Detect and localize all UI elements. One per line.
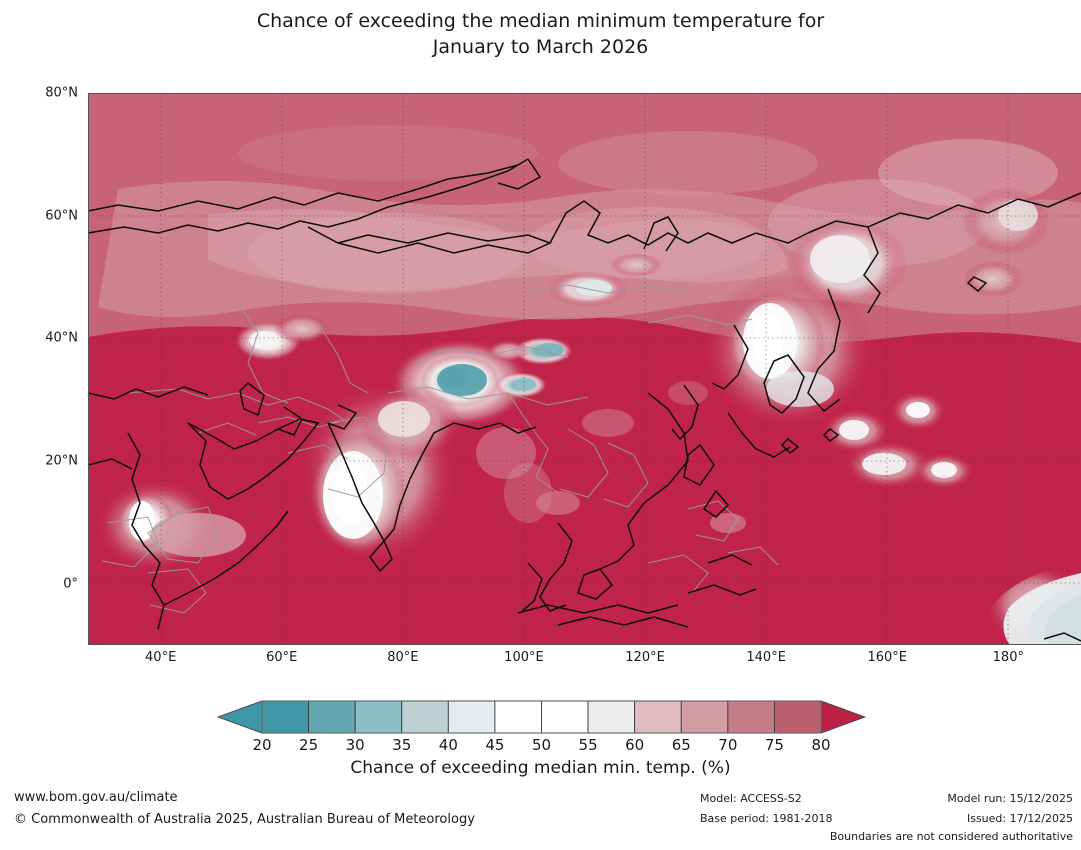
- field-kamchatka-core: [810, 235, 870, 283]
- colorbar-cell: [727, 700, 775, 734]
- map-canvas: [88, 93, 1081, 645]
- field-pacific-a-core: [839, 420, 869, 440]
- colorbar-cell: [634, 700, 682, 734]
- longitude-axis-labels: 40°E 60°E 80°E 100°E 120°E 140°E 160°E 180°: [88, 650, 1081, 674]
- field-speckle-b: [536, 491, 580, 515]
- longitude-tick-label: 140°E: [746, 650, 786, 665]
- colorbar-swatches: [217, 700, 866, 734]
- field-okhotsk-white: [702, 273, 874, 429]
- page-title: Chance of exceeding the median minimum t…: [0, 8, 1081, 60]
- title-line-2: January to March 2026: [432, 36, 649, 58]
- copyright-text: © Commonwealth of Australia 2025, Austra…: [14, 812, 475, 827]
- field-speckle-f: [504, 463, 552, 523]
- field-aral: [274, 314, 330, 344]
- base-period: Base period: 1981-2018: [700, 812, 833, 825]
- colorbar-tick-label: 65: [671, 736, 691, 754]
- field-pacific-c-core: [862, 453, 906, 475]
- colorbar-tick-label: 40: [438, 736, 458, 754]
- longitude-tick-label: 120°E: [625, 650, 665, 665]
- colorbar-tick-label: 55: [578, 736, 598, 754]
- latitude-tick-label: 80°N: [45, 85, 78, 101]
- field-speckle-c: [582, 409, 634, 437]
- latitude-tick-label: 60°N: [45, 208, 78, 224]
- boundaries-disclaimer: Boundaries are not considered authoritat…: [829, 830, 1073, 843]
- colorbar-cell: [354, 700, 403, 734]
- longitude-tick-label: 160°E: [867, 650, 907, 665]
- latitude-tick-label: 20°N: [45, 453, 78, 469]
- field-cool-core-a: [536, 343, 564, 357]
- field-tibet-cool: [390, 339, 530, 427]
- field-pacific-b-core: [906, 402, 930, 418]
- coastlines: [88, 158, 1081, 642]
- field-caspian-core: [249, 331, 279, 349]
- bom-website-link[interactable]: www.bom.gov.au/climate: [14, 790, 178, 805]
- field-speckle-d: [668, 381, 708, 405]
- colorbar-tick-labels: 20 25 30 35 40 45 50 55 60 65 70 75 80: [88, 736, 1081, 756]
- map-plot-area[interactable]: [88, 93, 1081, 645]
- field-speckle-e: [476, 427, 536, 479]
- field-mongolia-light: [610, 253, 662, 277]
- field-chukotka-core: [998, 199, 1038, 231]
- colorbar-cell: [587, 700, 636, 734]
- colorbar-tick-label: 70: [718, 736, 738, 754]
- field-india-white: [300, 383, 462, 563]
- colorbar-cell: [541, 700, 589, 734]
- field-equatorial-pacific-cool: [985, 563, 1081, 645]
- colorbar-cell: [401, 700, 449, 734]
- longitude-tick-label: 180°: [992, 650, 1024, 665]
- footer-run-info: Model run: 15/12/2025 Issued: 17/12/2025: [947, 789, 1073, 829]
- colorbar-tick-label: 45: [485, 736, 505, 754]
- longitude-tick-label: 80°E: [387, 650, 419, 665]
- colorbar-cell: [308, 700, 356, 734]
- colorbar-cell: [494, 700, 542, 734]
- longitude-tick-label: 60°E: [266, 650, 298, 665]
- colorbar-tick-label: 80: [811, 736, 831, 754]
- field-pacific-d-core: [931, 462, 957, 478]
- colorbar-cell: [680, 700, 729, 734]
- colorbar[interactable]: [217, 700, 866, 734]
- latitude-tick-label: 0°: [63, 576, 78, 592]
- latitude-tick-label: 40°N: [45, 330, 78, 346]
- model-run-date: Model run: 15/12/2025: [947, 792, 1073, 805]
- title-line-1: Chance of exceeding the median minimum t…: [256, 10, 825, 32]
- colorbar-axis-label: Chance of exceeding median min. temp. (%…: [350, 758, 731, 778]
- colorbar-cell: [261, 700, 310, 734]
- colorbar-tick-label: 50: [531, 736, 552, 754]
- country-borders: [101, 284, 779, 614]
- colorbar-cell: [447, 700, 496, 734]
- field-cool-core-b: [514, 378, 536, 390]
- colorbar-tick-label: 60: [625, 736, 645, 754]
- probability-heatmap: [88, 93, 1081, 645]
- footer-model-info: Model: ACCESS-S2 Base period: 1981-2018: [700, 789, 832, 829]
- colorbar-tick-label: 35: [392, 736, 412, 754]
- colorbar-tick-label: 75: [764, 736, 784, 754]
- colorbar-tick-label: 30: [345, 736, 365, 754]
- issued-date: Issued: 17/12/2025: [966, 812, 1073, 825]
- longitude-tick-label: 100°E: [504, 650, 544, 665]
- graticule-lines: [88, 93, 1081, 645]
- latitude-axis-labels: 80°N 60°N 40°N 20°N 0°: [0, 86, 82, 645]
- field-ethiopia-white: [96, 479, 246, 571]
- longitude-tick-label: 40°E: [145, 650, 177, 665]
- colorbar-tick-label: 25: [299, 736, 319, 754]
- colorbar-tick-label: 20: [252, 736, 272, 754]
- colorbar-cell: [773, 700, 822, 734]
- model-name: Model: ACCESS-S2: [700, 792, 802, 805]
- footer-left: www.bom.gov.au/climate © Commonwealth of…: [14, 787, 475, 831]
